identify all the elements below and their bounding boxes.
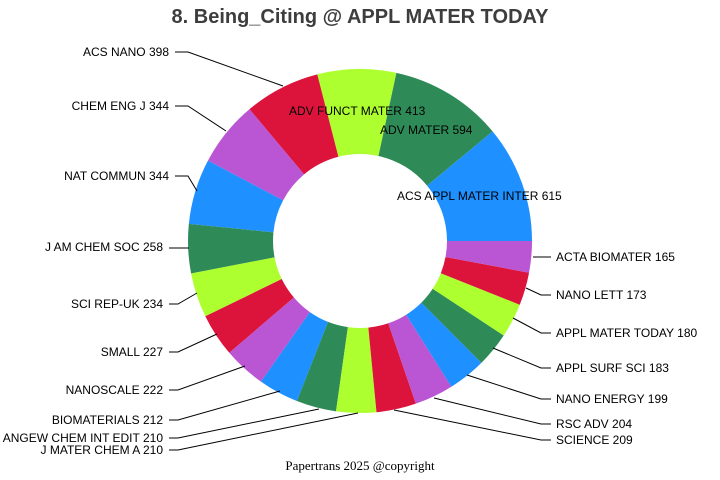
donut-slice-nanoscale [229,297,310,382]
leader-line [175,175,198,192]
donut-slice-angew-chem-int-edit [296,321,348,412]
leader-lines [169,51,551,451]
donut-slice-adv-mater [378,72,493,186]
slice-label: SCI REP-UK 234 [71,297,163,311]
leader-line [169,292,198,305]
slice-label: RSC ADV 204 [556,417,632,431]
slice-label: ADV FUNCT MATER 413 [289,104,426,118]
donut-slice-acs-appl-mater-inter [427,131,532,241]
donut-slice-j-mater-chem-a [336,327,377,413]
leader-line [169,412,359,451]
slice-label: SMALL 227 [101,345,164,359]
leader-line [393,409,551,441]
slice-label: ADV MATER 594 [380,123,473,137]
slice-label: NANOSCALE 222 [66,383,164,397]
donut-slice-sci-rep-uk [191,257,282,317]
leader-line [466,374,551,400]
leader-line [169,333,218,353]
slice-label: ACS APPL MATER INTER 615 [397,189,562,203]
leader-line [525,287,551,296]
slice-labels: ACS APPL MATER INTER 615 ADV MATER 594 ADV… [3,45,698,457]
donut-slice-adv-funct-mater [317,69,397,157]
slice-label: APPL MATER TODAY 180 [556,326,697,340]
leader-line [175,105,227,132]
donut-slice-appl-mater-today [432,273,520,336]
donut-slice-nat-commun [188,160,284,233]
leader-line [175,51,284,87]
slice-label: APPL SURF SCI 183 [556,361,669,375]
donut-slice-acta-biomater [445,241,532,273]
donut-slice-biomaterials [260,312,329,402]
slice-label: CHEM ENG J 344 [72,99,170,113]
donut-slice-small [205,279,294,353]
chart-title: 8. Being_Citing @ APPL MATER TODAY [171,6,549,28]
slice-label: J MATER CHEM A 210 [41,443,164,457]
donut-slice-acs-nano [249,74,339,175]
leader-line [169,390,281,421]
copyright-footer: Papertrans 2025 @copyright [285,458,435,473]
leader-line [433,397,551,425]
donut-slice-nano-energy [406,302,482,387]
slice-label: ACTA BIOMATER 165 [556,250,675,264]
donut-slice-j-am-chem-soc [188,223,275,274]
donut-slice-rsc-adv [388,314,452,404]
slice-label: SCIENCE 209 [556,433,633,447]
slice-label: NAT COMMUN 344 [64,169,169,183]
slice-label: BIOMATERIALS 212 [52,413,163,427]
slice-label: NANO LETT 173 [556,288,647,302]
leader-line [492,347,551,369]
donut-slice-chem-eng-j [207,109,305,201]
slice-label: J AM CHEM SOC 258 [45,240,163,254]
leader-line [169,408,320,439]
donut-slices [188,69,532,413]
leader-line [512,317,551,334]
slice-label: NANO ENERGY 199 [556,392,668,406]
slice-label: ANGEW CHEM INT EDIT 210 [3,431,164,445]
donut-slice-science [368,323,416,413]
slice-label: ACS NANO 398 [83,45,169,59]
leader-line [169,365,246,391]
donut-slice-appl-surf-sci [421,288,504,363]
donut-slice-nano-lett [440,257,530,305]
